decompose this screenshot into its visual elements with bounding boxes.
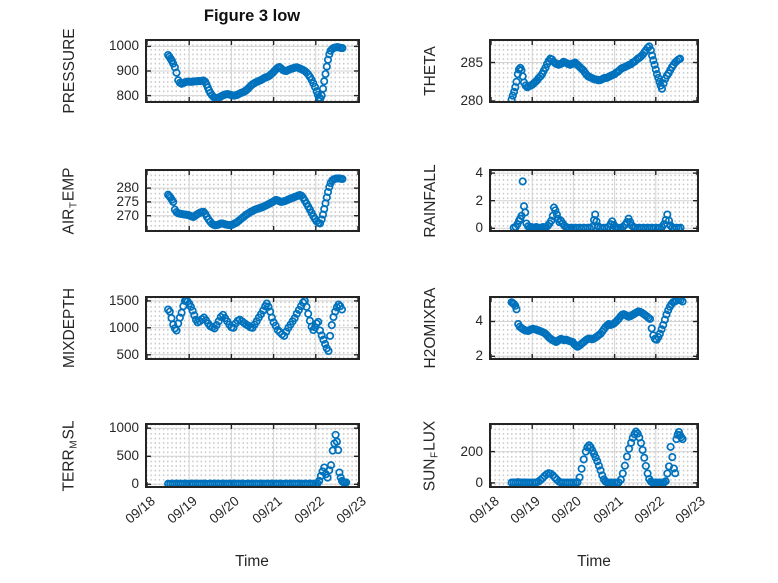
subplot-sun_flux-axes [489, 423, 699, 488]
mixdepth-scatter [147, 298, 358, 358]
xlabel-time-right: Time [577, 553, 611, 570]
pressure-ytick-label: 900 [116, 63, 139, 78]
sun_flux-ytick-label: 200 [460, 443, 483, 459]
xtick-label: 09/21 [249, 493, 285, 527]
h2omixra-ytick-label: 4 [475, 313, 483, 329]
rainfall-ytick-label: 2 [475, 192, 483, 208]
xtick-label: 09/18 [122, 493, 158, 527]
theta-scatter [491, 41, 697, 101]
rainfall-scatter [491, 171, 697, 230]
terr_msl-scatter [147, 425, 358, 486]
pressure-ylabel: PRESSURE [61, 28, 79, 113]
subplot-air_temp-axes [145, 169, 360, 232]
subplot-h2omixra-axes [489, 296, 699, 360]
sun_flux-ylabel-segment: F [429, 451, 441, 458]
subplot-mixdepth-axes [145, 296, 360, 360]
h2omixra-ylabel-segment: H2OMIXRA [422, 287, 439, 369]
pressure-ytick-label: 800 [116, 87, 139, 103]
xtick-label: 09/23 [333, 493, 369, 527]
terr_msl-ylabel: TERRMSL [61, 420, 80, 491]
sun_flux-ylabel-segment: SUN [421, 458, 439, 491]
air_temp-ytick-label: 280 [116, 180, 139, 196]
terr_msl-ylabel-segment: M [68, 439, 80, 449]
subplot-theta-axes [489, 39, 699, 103]
rainfall-ylabel-segment: RAINFALL [422, 163, 439, 238]
sun_flux-ylabel-segment: LUX [421, 420, 439, 451]
terr_msl-ylabel-segment: SL [60, 419, 78, 439]
h2omixra-ylabel: H2OMIXRA [422, 288, 440, 369]
theta-ylabel-segment: THETA [422, 46, 439, 96]
mixdepth-ytick-label: 500 [116, 346, 139, 362]
theta-ylabel: THETA [422, 46, 440, 96]
subplot-terr_msl-axes [145, 423, 360, 488]
air_temp-ytick-label: 270 [116, 207, 139, 223]
rainfall-ytick-label: 0 [475, 220, 483, 236]
figure-title: Figure 3 low [203, 7, 301, 25]
terr_msl-ytick-label: 0 [131, 476, 139, 492]
h2omixra-scatter [491, 298, 697, 358]
sun_flux-ytick-label: 0 [475, 474, 483, 490]
mixdepth-ytick-label: 1000 [108, 319, 139, 335]
mixdepth-ylabel: MIXDEPTH [61, 288, 79, 368]
mixdepth-ylabel-segment: MIXDEPTH [61, 287, 78, 369]
air_temp-scatter [147, 171, 358, 230]
sun_flux-scatter [491, 425, 697, 486]
air_temp-ylabel: AIRTEMP [61, 167, 80, 234]
rainfall-ylabel: RAINFALL [422, 164, 440, 237]
air_temp-ylabel-segment: AIR [60, 208, 78, 235]
sun_flux-ylabel: SUNFLUX [422, 420, 441, 491]
mixdepth-ytick-label: 1500 [108, 292, 139, 308]
xtick-label: 09/20 [206, 493, 243, 527]
air_temp-ylabel-segment: T [68, 201, 80, 208]
air_temp-ylabel-segment: EMP [60, 166, 78, 201]
terr_msl-ylabel-segment: TERR [60, 448, 78, 492]
theta-ytick-label: 280 [460, 93, 483, 108]
pressure-ytick-label: 1000 [108, 38, 139, 54]
subplot-pressure-axes [145, 39, 360, 103]
rainfall-ytick-label: 4 [475, 165, 483, 181]
terr_msl-ytick-label: 1000 [108, 420, 139, 436]
air_temp-ytick-label: 275 [116, 193, 139, 209]
xlabel-time-left: Time [235, 553, 269, 570]
h2omixra-ytick-label: 2 [475, 348, 483, 364]
theta-ytick-label: 285 [460, 54, 483, 70]
terr_msl-ytick-label: 500 [116, 448, 139, 464]
pressure-scatter [147, 41, 358, 101]
pressure-ylabel-segment: PRESSURE [61, 28, 78, 114]
subplot-rainfall-axes [489, 169, 699, 232]
